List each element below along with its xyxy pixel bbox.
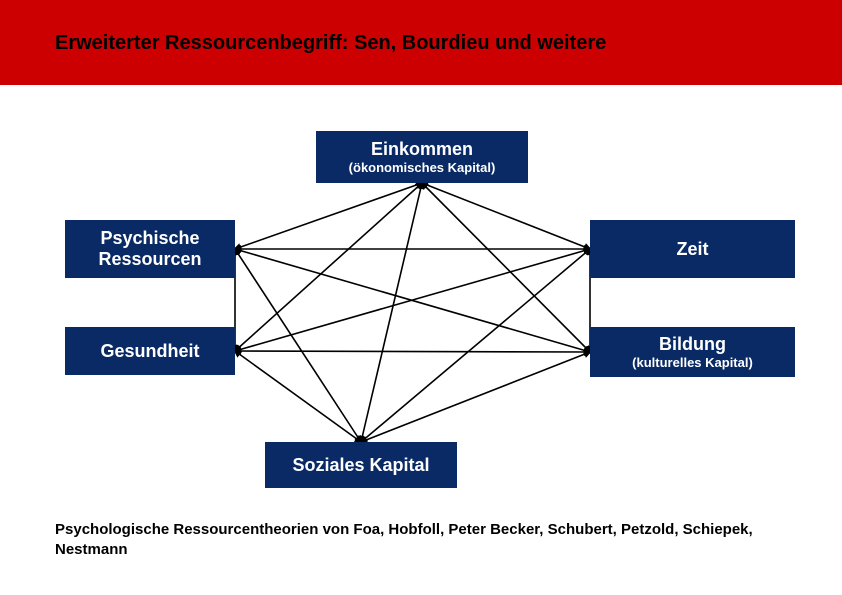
node-gesundheit: Gesundheit (65, 327, 235, 375)
node-subtitle: (ökonomisches Kapital) (349, 160, 496, 175)
footer-note: Psychologische Ressourcentheorien von Fo… (55, 520, 795, 561)
node-subtitle: (kulturelles Kapital) (632, 355, 753, 370)
edges-layer (0, 0, 842, 595)
node-title: Zeit (676, 239, 708, 260)
node-soziales: Soziales Kapital (265, 442, 457, 488)
edge (235, 183, 422, 351)
edge (361, 249, 590, 442)
node-title: Psychische (100, 228, 199, 249)
node-zeit: Zeit (590, 220, 795, 278)
edge (422, 183, 590, 352)
node-title: Bildung (659, 334, 726, 355)
slide: Erweiterter Ressourcenbegriff: Sen, Bour… (0, 0, 842, 595)
node-title-line2: Ressourcen (98, 249, 201, 270)
node-title: Gesundheit (100, 341, 199, 362)
node-title: Soziales Kapital (292, 455, 429, 476)
edge (361, 352, 590, 442)
edge (235, 351, 590, 352)
node-psychische: Psychische Ressourcen (65, 220, 235, 278)
node-bildung: Bildung (kulturelles Kapital) (590, 327, 795, 377)
edge (235, 351, 361, 442)
edge (235, 183, 422, 249)
node-einkommen: Einkommen (ökonomisches Kapital) (316, 131, 528, 183)
node-title: Einkommen (371, 139, 473, 160)
edge (422, 183, 590, 249)
